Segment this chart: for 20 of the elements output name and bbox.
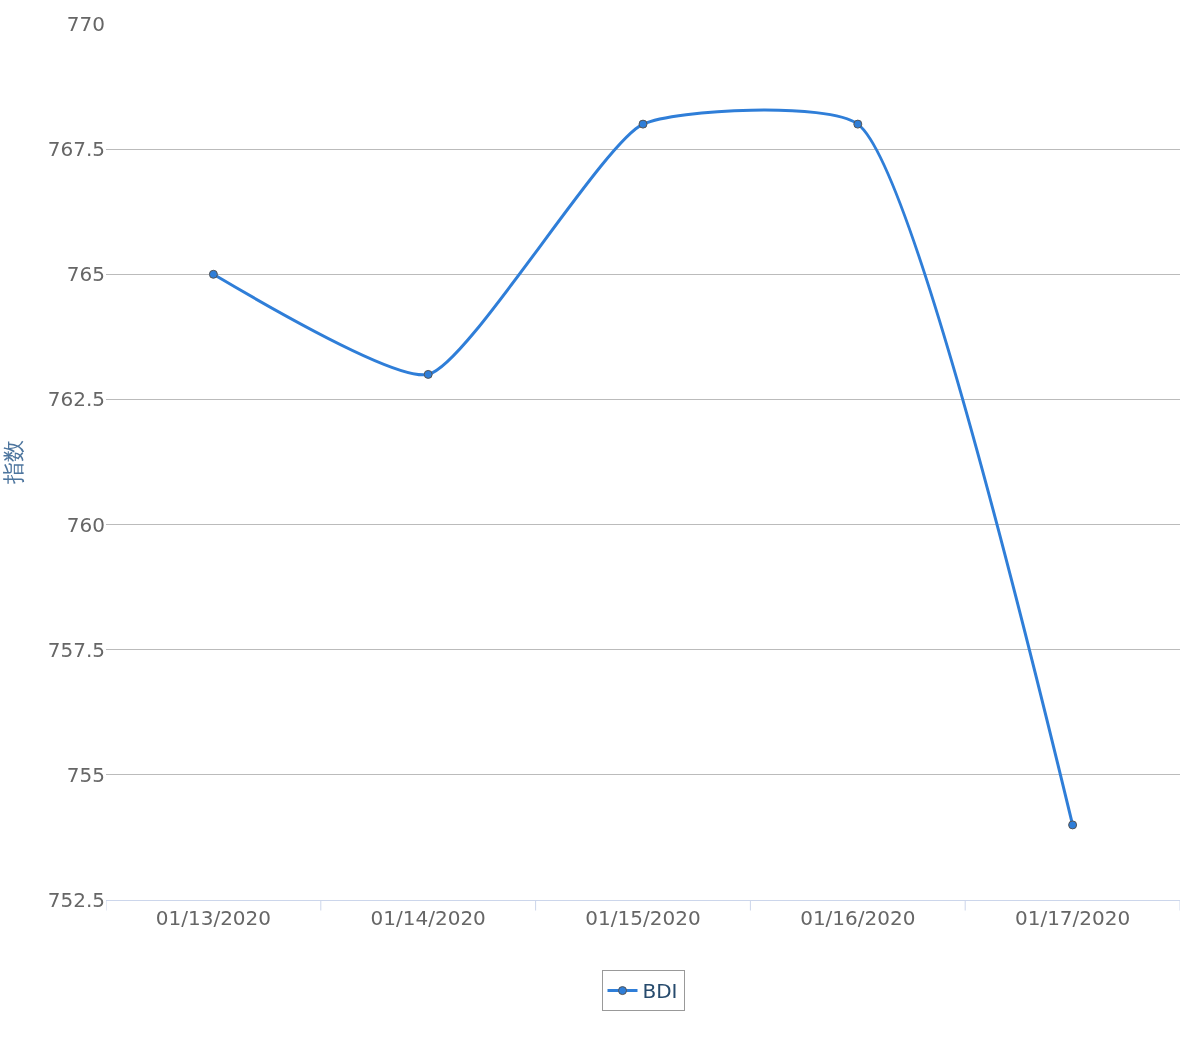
legend-label: BDI	[642, 979, 678, 1004]
x-tick-label: 01/17/2020	[1014, 906, 1131, 930]
point	[423, 369, 433, 379]
y-axis-title: 指数	[0, 440, 26, 485]
y-tick-label: 757.5	[47, 637, 105, 662]
x-tick-label: 01/15/2020	[585, 906, 701, 930]
y-tick-label: 765	[66, 262, 105, 287]
y-tick-label: 752.5	[47, 888, 105, 912]
y-tick-label: 755	[66, 762, 105, 787]
y-tick-label: 767.5	[47, 137, 105, 162]
x-tick-label: 01/13/2020	[155, 906, 272, 930]
point	[208, 269, 218, 279]
x-tick-label: 01/16/2020	[800, 906, 916, 930]
y-tick-label: 770	[66, 12, 105, 36]
y-tick-label: 762.5	[47, 387, 105, 412]
point	[1068, 820, 1078, 830]
point	[638, 119, 648, 129]
x-tick-label: 01/14/2020	[370, 906, 486, 930]
y-tick-label: 760	[66, 512, 105, 537]
point	[853, 119, 863, 129]
